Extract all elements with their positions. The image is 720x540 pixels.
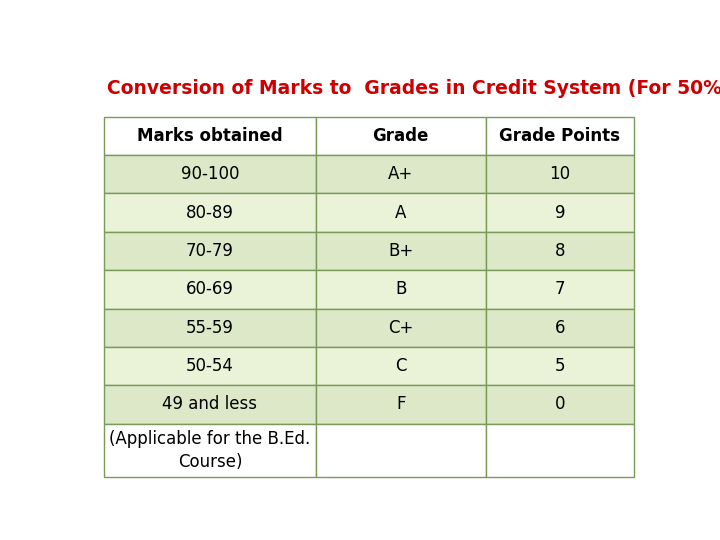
Bar	[316, 347, 485, 385]
Text: 55-59: 55-59	[186, 319, 234, 337]
Bar	[316, 308, 485, 347]
Bar	[104, 385, 316, 423]
Text: 49 and less: 49 and less	[163, 395, 258, 414]
Bar	[316, 117, 485, 155]
Text: 8: 8	[554, 242, 565, 260]
Text: F: F	[396, 395, 405, 414]
Text: B+: B+	[388, 242, 413, 260]
Bar	[485, 232, 634, 270]
Bar	[316, 385, 485, 423]
Bar	[316, 232, 485, 270]
Text: C: C	[395, 357, 407, 375]
Text: 5: 5	[554, 357, 565, 375]
Text: Conversion of Marks to  Grades in Credit System (For 50% Passing): Conversion of Marks to Grades in Credit …	[107, 79, 720, 98]
Bar	[316, 270, 485, 308]
Text: B: B	[395, 280, 407, 299]
Text: 6: 6	[554, 319, 565, 337]
Text: 10: 10	[549, 165, 570, 183]
Text: Grade: Grade	[373, 127, 429, 145]
Text: 9: 9	[554, 204, 565, 221]
Text: 90-100: 90-100	[181, 165, 239, 183]
Bar	[104, 347, 316, 385]
Text: 80-89: 80-89	[186, 204, 234, 221]
Bar	[104, 232, 316, 270]
Text: 7: 7	[554, 280, 565, 299]
Bar	[485, 385, 634, 423]
Text: Grade Points: Grade Points	[500, 127, 621, 145]
Bar	[485, 155, 634, 193]
Bar	[104, 117, 316, 155]
Text: 70-79: 70-79	[186, 242, 234, 260]
Text: A+: A+	[388, 165, 413, 183]
Bar	[485, 193, 634, 232]
Text: (Applicable for the B.Ed.
Course): (Applicable for the B.Ed. Course)	[109, 430, 310, 471]
Text: 0: 0	[554, 395, 565, 414]
Text: 60-69: 60-69	[186, 280, 234, 299]
Bar	[104, 270, 316, 308]
Text: 50-54: 50-54	[186, 357, 234, 375]
Bar	[485, 270, 634, 308]
Text: Marks obtained: Marks obtained	[137, 127, 283, 145]
Bar	[104, 308, 316, 347]
Text: A: A	[395, 204, 407, 221]
Bar	[104, 155, 316, 193]
Bar	[485, 347, 634, 385]
Bar	[485, 308, 634, 347]
Bar	[104, 423, 316, 477]
Bar	[316, 155, 485, 193]
Bar	[316, 423, 485, 477]
Bar	[485, 423, 634, 477]
Bar	[104, 193, 316, 232]
Bar	[485, 117, 634, 155]
Bar	[316, 193, 485, 232]
Text: C+: C+	[388, 319, 413, 337]
